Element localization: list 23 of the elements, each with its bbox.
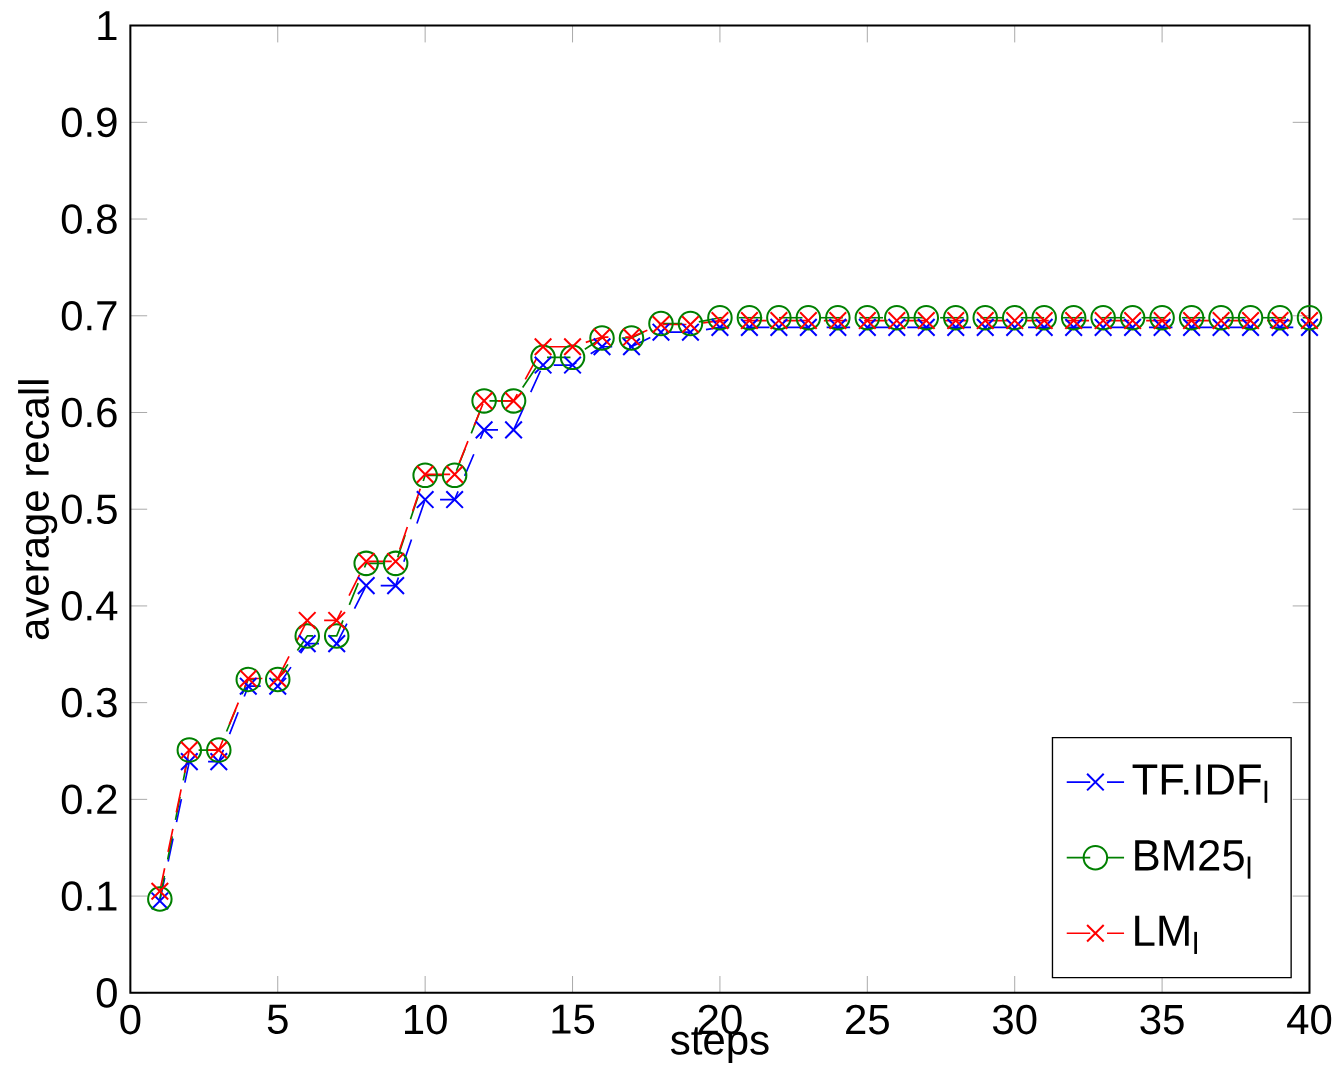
legend-label: BM25$_{l}$ <box>1135 839 1251 879</box>
x-tick-label: 0 <box>120 1004 141 1035</box>
y-tick-label: 0.5 <box>61 494 117 524</box>
y-tick-label: 0 <box>96 977 117 1008</box>
legend-label: TF.IDF$_{l}$ <box>1132 764 1268 803</box>
y-axis-title: average recall <box>18 380 58 640</box>
y-tick-label: 1 <box>98 11 117 40</box>
x-tick-label: 15 <box>552 1004 595 1034</box>
x-tick-label: 10 <box>405 1004 447 1035</box>
y-tick-label: 0.4 <box>61 590 118 621</box>
y-tick-label: 0.2 <box>61 784 117 815</box>
y-tick-label: 0.9 <box>61 107 117 138</box>
y-tick-label: 0.7 <box>61 300 117 331</box>
x-tick-label: 30 <box>992 1004 1037 1035</box>
y-tick-label: 0.6 <box>61 397 117 428</box>
x-tick-label: 35 <box>1140 1004 1184 1035</box>
y-tick-label: 0.1 <box>61 881 117 911</box>
y-tick-label: 0.3 <box>61 687 117 718</box>
x-tick-label: 40 <box>1287 1004 1332 1035</box>
legend-label: LM$_{l}$ <box>1135 915 1197 954</box>
x-tick-label: 5 <box>267 1004 288 1034</box>
x-tick-label: 25 <box>846 1004 889 1035</box>
y-tick-label: 0.8 <box>61 204 117 234</box>
